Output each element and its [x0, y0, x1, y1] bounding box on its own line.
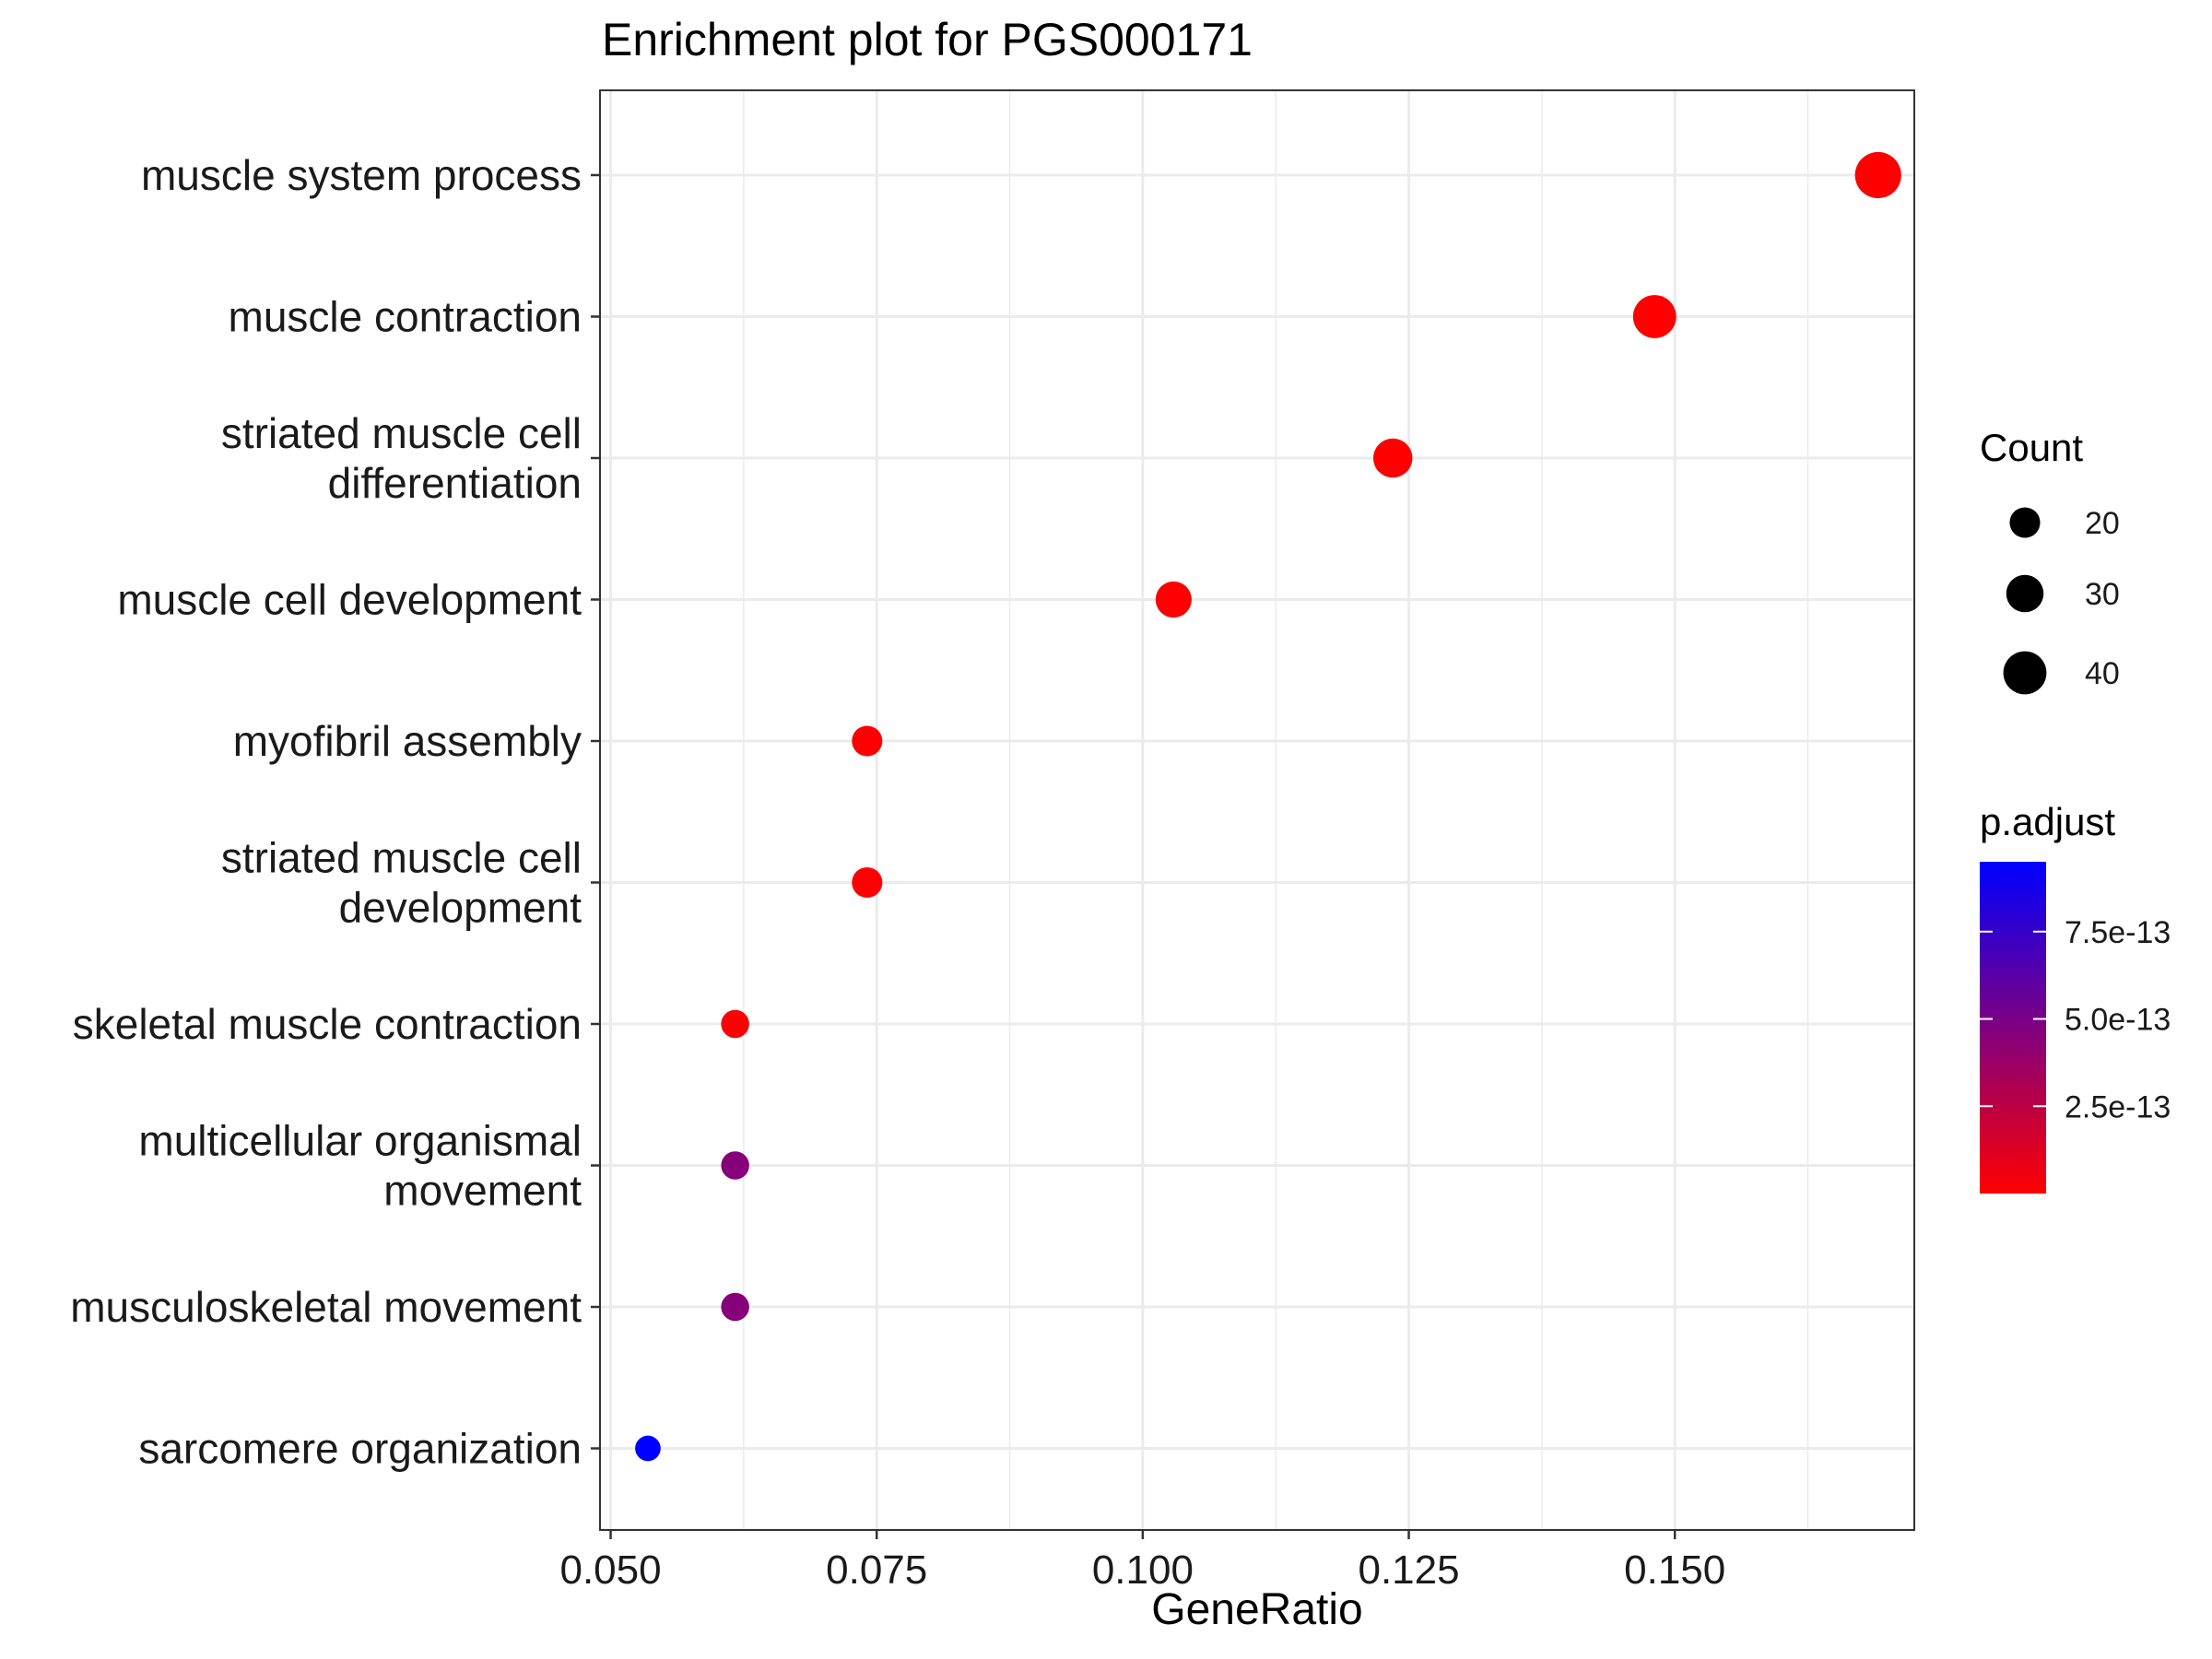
y-tick-label: movement [383, 1167, 582, 1215]
x-axis: 0.050 0.075 0.100 0.125 0.150 [559, 1530, 1725, 1593]
color-legend-label: 2.5e-13 [2065, 1089, 2171, 1124]
color-legend-gradient-bar [1980, 862, 2046, 1194]
size-legend: Count 20 30 40 [1980, 426, 2120, 695]
data-point [1854, 151, 1901, 199]
y-tick-label: multicellular organismal [138, 1117, 582, 1165]
y-axis: muscle system process muscle contraction s… [70, 151, 600, 1473]
y-tick-label: muscle system process [141, 151, 582, 199]
data-point [1372, 438, 1413, 478]
y-tick-label: development [339, 884, 582, 932]
data-point [721, 1009, 749, 1039]
x-tick-label: 0.075 [826, 1547, 927, 1593]
y-tick-label: muscle cell development [117, 576, 582, 624]
major-gridlines [600, 90, 1914, 1530]
y-tick-label: myofibril assembly [233, 717, 582, 765]
minor-gridlines [743, 90, 1809, 1530]
y-tick-label: striated muscle cell [221, 834, 582, 882]
y-tick-label: striated muscle cell [221, 409, 582, 457]
size-legend-key [2003, 651, 2047, 695]
data-points [635, 151, 1901, 1462]
size-legend-title: Count [1980, 426, 2083, 469]
y-tick-label: musculoskeletal movement [70, 1283, 582, 1331]
y-tick-label: skeletal muscle contraction [73, 1000, 582, 1048]
y-tick-label: differentiation [328, 459, 582, 507]
color-legend-label: 5.0e-13 [2065, 1003, 2171, 1038]
color-legend: p.adjust 2.5e-13 5.0e-13 7.5e-13 [1980, 800, 2171, 1194]
data-point [635, 1435, 661, 1462]
data-point [852, 866, 883, 899]
y-tick-label: muscle contraction [229, 293, 582, 341]
size-legend-label: 20 [2085, 506, 2120, 541]
x-tick-label: 0.125 [1358, 1547, 1459, 1593]
data-point [721, 1292, 749, 1322]
data-point [1155, 581, 1192, 618]
color-legend-label: 7.5e-13 [2065, 915, 2171, 950]
size-legend-key [2009, 507, 2041, 538]
size-legend-label: 40 [2085, 656, 2120, 691]
x-tick-label: 0.150 [1624, 1547, 1725, 1593]
data-point [852, 725, 883, 757]
x-axis-title: GeneRatio [1151, 1585, 1362, 1634]
y-tick-label: sarcomere organization [138, 1425, 582, 1473]
size-legend-label: 30 [2085, 577, 2120, 612]
x-tick-label: 0.100 [1092, 1547, 1194, 1593]
plot-panel-border [599, 89, 1915, 1531]
data-point [721, 1151, 749, 1180]
data-point [1632, 295, 1677, 338]
size-legend-key [2006, 574, 2044, 613]
plot-panel-background [600, 90, 1914, 1530]
color-legend-title: p.adjust [1980, 800, 2115, 843]
x-tick-label: 0.050 [559, 1547, 661, 1593]
chart-title: Enrichment plot for PGS000171 [602, 14, 1253, 65]
